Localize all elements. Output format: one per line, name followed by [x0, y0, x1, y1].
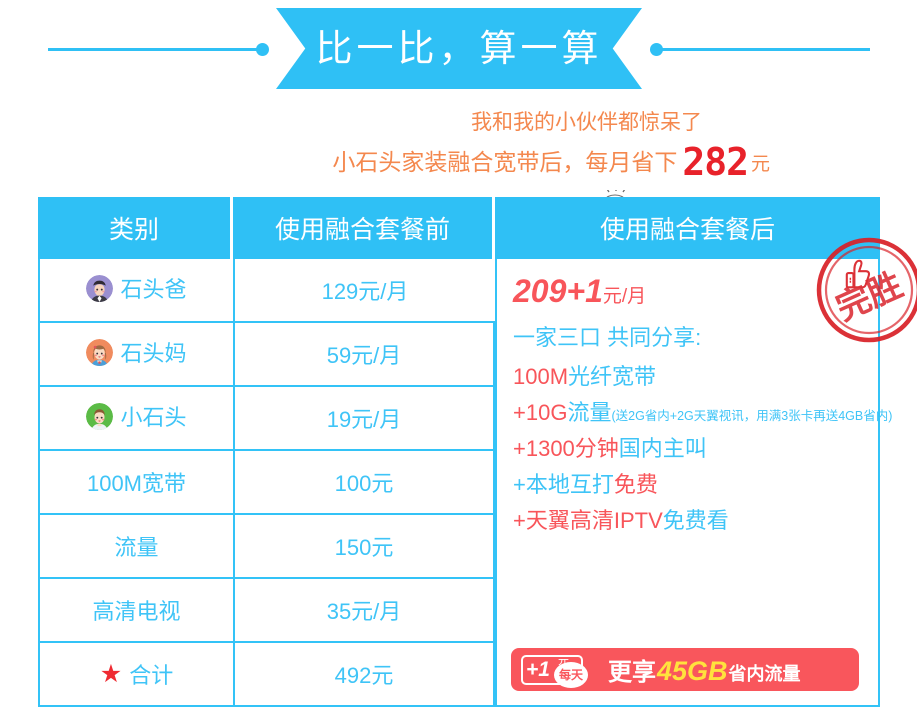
- category-cell: 流量: [38, 515, 233, 579]
- avatar-kid-icon: [86, 402, 114, 430]
- before-value: 19元/月: [233, 387, 495, 451]
- category-cell: 石头妈: [38, 323, 233, 387]
- plan-item-minutes: +1300分钟国内主叫: [513, 436, 707, 461]
- before-value: 59元/月: [233, 323, 495, 387]
- header-rule-left: [48, 48, 260, 51]
- before-value: 100元: [233, 451, 495, 515]
- category-cell: 100M宽带: [38, 451, 233, 515]
- plan-price-unit: 元/月: [602, 286, 647, 307]
- category-cell: 石头爸: [38, 259, 233, 323]
- before-value: 150元: [233, 515, 495, 579]
- table-row: ★ 合计 492元: [38, 643, 880, 707]
- table-row: 石头爸 129元/月 209+1元/月 一家三口 共同分享: 100M光纤宽带 …: [38, 259, 892, 707]
- promo-badge-yuan: 元: [558, 654, 569, 667]
- plan-item-iptv: +天翼高清IPTV免费看: [513, 508, 729, 533]
- table-header-row: 类别 使用融合套餐前 使用融合套餐后: [38, 197, 880, 259]
- subtitle-line-1: 我和我的小伙伴都惊呆了: [471, 111, 702, 134]
- promo-text-prefix: 更享: [608, 659, 656, 686]
- category-label: 小石头: [120, 405, 187, 431]
- promo-text: 更享 45GB 省内流量: [608, 652, 801, 687]
- category-cell: 高清电视: [38, 579, 233, 643]
- table-row: 流量 150元: [38, 515, 880, 579]
- table-row: 小石头 19元/月: [38, 387, 880, 451]
- header-rule-right: [658, 48, 870, 51]
- page-title: 比一比，算一算: [315, 28, 603, 69]
- category-label: 石头妈: [120, 341, 187, 367]
- promo-badge-daily: 每天: [558, 667, 583, 682]
- plan-item-local-free: +本地互打免费: [513, 472, 658, 497]
- subtitle-block: 我和我的小伙伴都惊呆了 小石头家装融合宽带后，每月省下 282 元: [0, 98, 917, 245]
- promo-badge-circle: 每天: [554, 661, 588, 688]
- plan-item-data: +10G流量(送2G省内+2G天翼视讯，用满3张卡再送4GB省内): [513, 400, 893, 425]
- avatar-dad-icon: [86, 274, 114, 302]
- star-icon: ★: [99, 659, 123, 688]
- category-cell-total: ★ 合计: [38, 643, 233, 707]
- page-header: 比一比，算一算: [0, 0, 917, 100]
- promo-badge: +1 元 每天: [521, 654, 599, 688]
- category-label: 合计: [129, 663, 174, 688]
- category-cell: 小石头: [38, 387, 233, 451]
- promo-banner[interactable]: +1 元 每天 更享 45GB 省内流量: [511, 648, 859, 691]
- plan-share-line: 一家三口 共同分享:: [513, 325, 702, 350]
- avatar-mom-icon: [86, 338, 114, 366]
- category-label: 流量: [114, 535, 159, 560]
- savings-amount: 282: [682, 140, 749, 184]
- category-label: 100M宽带: [86, 471, 187, 496]
- before-value: 129元/月: [233, 259, 495, 323]
- before-value: 35元/月: [233, 579, 495, 643]
- category-label: 石头爸: [120, 277, 187, 303]
- header-dot-right: [650, 43, 663, 56]
- promo-text-highlight: 45GB: [657, 656, 728, 686]
- table-row: 100M宽带 100元: [38, 451, 880, 515]
- plan-item-broadband: 100M光纤宽带: [513, 364, 657, 389]
- subtitle-line-2: 小石头家装融合宽带后，每月省下 282 元: [0, 140, 770, 184]
- category-label: 高清电视: [92, 599, 181, 624]
- comparison-table: 类别 使用融合套餐前 使用融合套餐后: [38, 197, 892, 707]
- column-header-before: 使用融合套餐前: [233, 197, 495, 259]
- promo-badge-plus-one: +1: [526, 657, 550, 681]
- subtitle-line-2-prefix: 小石头家装融合宽带后，每月省下: [332, 149, 678, 175]
- column-header-after: 使用融合套餐后: [495, 197, 880, 259]
- table-row: 石头妈 59元/月: [38, 323, 880, 387]
- plan-item-data-note: (送2G省内+2G天翼视讯，用满3张卡再送4GB省内): [611, 409, 893, 423]
- table-row: 高清电视 35元/月: [38, 579, 880, 643]
- column-header-category: 类别: [38, 197, 233, 259]
- plan-price: 209+1元/月: [513, 273, 878, 310]
- after-plan-panel: 209+1元/月 一家三口 共同分享: 100M光纤宽带 +10G流量(送2G省…: [495, 259, 893, 707]
- before-value-total: 492元: [233, 643, 495, 707]
- ribbon-banner: 比一比，算一算: [276, 8, 642, 89]
- savings-unit: 元: [750, 154, 770, 175]
- header-dot-left: [256, 43, 269, 56]
- promo-text-suffix: 省内流量: [728, 664, 801, 684]
- plan-price-main: 209+1: [513, 273, 603, 309]
